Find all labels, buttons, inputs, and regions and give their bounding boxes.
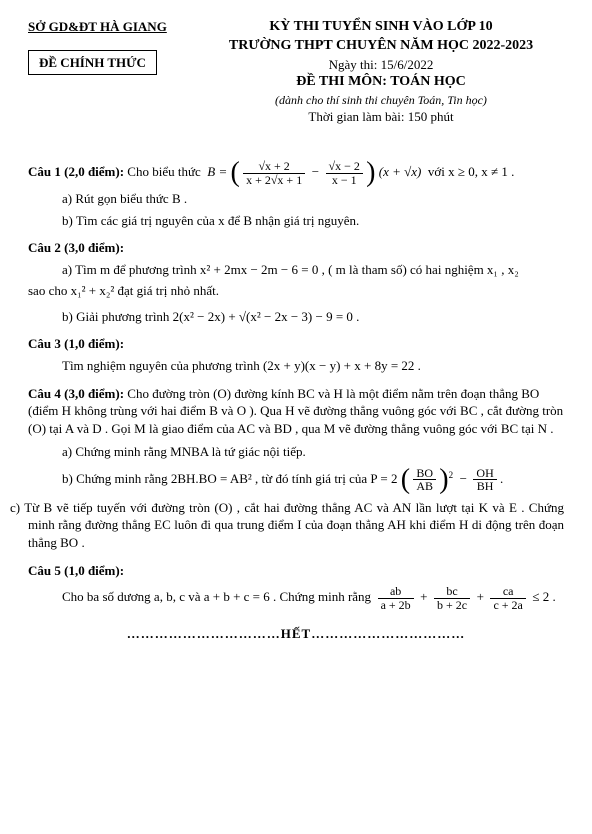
question-3: Câu 3 (1,0 điểm): Tìm nghiệm nguyên của …: [28, 335, 564, 374]
q5-body: Cho ba số dương a, b, c và a + b + c = 6…: [62, 585, 564, 611]
exam-date: Ngày thi: 15/6/2022: [198, 56, 564, 74]
exam-title-1: KỲ THI TUYỂN SINH VÀO LỚP 10: [198, 18, 564, 37]
q1-a: a) Rút gọn biểu thức B .: [62, 190, 564, 208]
q5-f2num: bc: [434, 585, 470, 599]
q4-f2num: OH: [473, 467, 496, 481]
exam-time: Thời gian làm bài: 150 phút: [198, 108, 564, 126]
q4-a: a) Chứng minh rằng MNBA là tứ giác nội t…: [62, 443, 564, 461]
question-4: Câu 4 (3,0 điểm): Cho đường tròn (O) đườ…: [28, 385, 564, 552]
q1-title: Câu 1 (2,0 điểm):: [28, 164, 124, 179]
q2-a1: a) Tìm m để phương trình x² + 2mx − 2m −…: [62, 261, 564, 279]
exam-subject: ĐỀ THI MÔN: TOÁN HỌC: [198, 73, 564, 92]
q1-f2num: √x − 2: [326, 160, 363, 174]
q1-rpar: (x + √x): [379, 164, 422, 179]
department: SỞ GD&ĐT HÀ GIANG: [28, 18, 198, 36]
q5-f1num: ab: [378, 585, 414, 599]
q5-f3den: c + 2a: [490, 599, 525, 612]
q1-frac2: √x − 2 x − 1: [326, 160, 363, 186]
q2-a2: sao cho x₁² + x₂² đạt giá trị nhỏ nhất.: [28, 282, 564, 300]
question-2: Câu 2 (3,0 điểm): a) Tìm m để phương trì…: [28, 239, 564, 325]
official-box: ĐỀ CHÍNH THỨC: [28, 50, 157, 76]
q1-stem: Cho biểu thức: [127, 164, 200, 179]
q5-frac1: ab a + 2b: [378, 585, 414, 611]
q5-frac2: bc b + 2c: [434, 585, 470, 611]
q4-f2den: BH: [473, 480, 496, 493]
q5-title: Câu 5 (1,0 điểm):: [28, 562, 564, 580]
exam-note: (dành cho thí sinh thi chuyên Toán, Tin …: [198, 92, 564, 108]
q5-f2den: b + 2c: [434, 599, 470, 612]
header-center: KỲ THI TUYỂN SINH VÀO LỚP 10 TRƯỜNG THPT…: [198, 18, 564, 126]
q4-b: b) Chứng minh rằng 2BH.BO = AB² , từ đó …: [62, 467, 564, 493]
q1-cond: với x ≥ 0, x ≠ 1 .: [428, 164, 515, 179]
question-5: Câu 5 (1,0 điểm): Cho ba số dương a, b, …: [28, 562, 564, 612]
header: SỞ GD&ĐT HÀ GIANG ĐỀ CHÍNH THỨC KỲ THI T…: [28, 18, 564, 126]
q4-f1num: BO: [413, 467, 436, 481]
lparen-icon: (: [231, 162, 240, 184]
lparen2-icon: (: [401, 469, 410, 491]
q1-B: B =: [207, 164, 227, 179]
question-1: Câu 1 (2,0 điểm): Cho biểu thức B = ( √x…: [28, 160, 564, 229]
q5-frac3: ca c + 2a: [490, 585, 525, 611]
q4-frac2: OH BH: [473, 467, 496, 493]
q4-c: c) Từ B vẽ tiếp tuyến với đường tròn (O)…: [28, 499, 564, 552]
rparen-icon: ): [366, 162, 375, 184]
q2-b: b) Giải phương trình 2(x² − 2x) + √(x² −…: [62, 308, 564, 326]
minus-icon: −: [312, 164, 319, 179]
q4-f1den: AB: [413, 480, 436, 493]
q4-c-wrap: c) Từ B vẽ tiếp tuyến với đường tròn (O)…: [62, 499, 564, 552]
q5-pre: Cho ba số dương a, b, c và a + b + c = 6…: [62, 589, 371, 604]
q1-f1num: √x + 2: [243, 160, 305, 174]
exam-title-2: TRƯỜNG THPT CHUYÊN NĂM HỌC 2022-2023: [198, 37, 564, 56]
q4-title: Câu 4 (3,0 điểm):: [28, 386, 124, 401]
rparen2-icon: ): [439, 469, 448, 491]
q4-b-pre: b) Chứng minh rằng 2BH.BO = AB² , từ đó …: [62, 471, 398, 486]
q3-a: Tìm nghiệm nguyên của phương trình (2x +…: [62, 357, 564, 375]
content: Câu 1 (2,0 điểm): Cho biểu thức B = ( √x…: [28, 160, 564, 643]
q4-frac1: BO AB: [413, 467, 436, 493]
minus2-icon: −: [460, 471, 467, 486]
q3-title: Câu 3 (1,0 điểm):: [28, 335, 564, 353]
q1-f1den: x + 2√x + 1: [243, 174, 305, 187]
q5-f3num: ca: [490, 585, 525, 599]
q1-f2den: x − 1: [326, 174, 363, 187]
q5-post: ≤ 2 .: [532, 589, 555, 604]
q4-b-post: .: [500, 471, 503, 486]
footer-het: ……………………………HẾT……………………………: [28, 625, 564, 643]
q1-frac1: √x + 2 x + 2√x + 1: [243, 160, 305, 186]
q2-title: Câu 2 (3,0 điểm):: [28, 239, 564, 257]
q5-f1den: a + 2b: [378, 599, 414, 612]
header-left: SỞ GD&ĐT HÀ GIANG ĐỀ CHÍNH THỨC: [28, 18, 198, 75]
q1-b: b) Tìm các giá trị nguyên của x để B nhậ…: [62, 212, 564, 230]
